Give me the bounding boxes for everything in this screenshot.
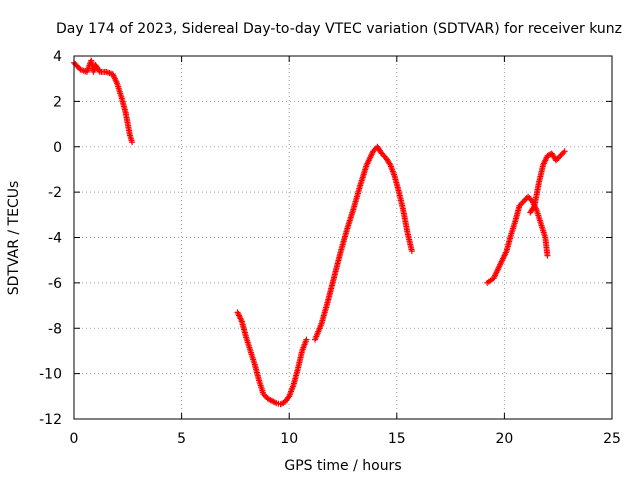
data-points <box>71 57 568 408</box>
chart-title: Day 174 of 2023, Sidereal Day-to-day VTE… <box>56 21 622 37</box>
y-tick-label: 2 <box>53 94 62 110</box>
y-tick-label: -8 <box>48 321 62 337</box>
y-tick-label: -6 <box>48 276 62 292</box>
data-point <box>303 336 310 343</box>
data-point <box>530 204 537 211</box>
x-tick-label: 15 <box>388 431 406 447</box>
x-tick-label: 0 <box>70 431 79 447</box>
y-tick-label: -4 <box>48 231 62 247</box>
y-tick-label: -10 <box>39 367 62 383</box>
grid-lines <box>74 56 612 419</box>
y-tick-label: 4 <box>53 49 62 65</box>
x-tick-label: 10 <box>280 431 298 447</box>
y-tick-label: 0 <box>53 140 62 156</box>
data-point <box>544 252 551 259</box>
y-axis-label: SDTVAR / TECUs <box>6 181 22 296</box>
data-point <box>129 139 136 146</box>
data-point <box>408 248 415 255</box>
y-tick-label: -12 <box>39 412 62 428</box>
x-tick-label: 5 <box>177 431 186 447</box>
x-tick-label: 25 <box>603 431 621 447</box>
x-tick-label: 20 <box>495 431 513 447</box>
x-axis-label: GPS time / hours <box>284 458 401 474</box>
y-tick-label: -2 <box>48 185 62 201</box>
data-point <box>561 148 568 155</box>
